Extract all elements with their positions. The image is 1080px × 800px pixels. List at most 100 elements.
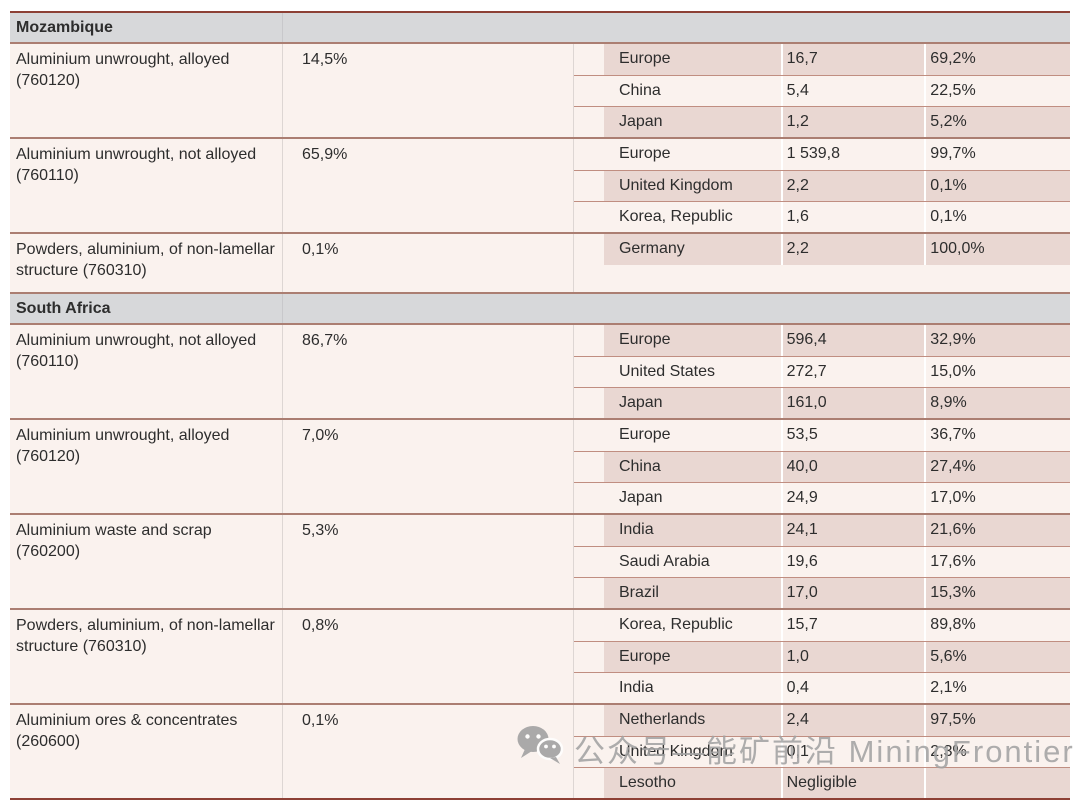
commodity-group: Powders, aluminium, of non-lamellar stru… xyxy=(10,610,1070,705)
commodity-name: Aluminium unwrought, alloyed (760120) xyxy=(10,44,283,137)
commodity-share: 5,3% xyxy=(283,515,573,608)
destination-value: 1,6 xyxy=(782,202,925,232)
destination-percent: 69,2% xyxy=(926,44,1070,75)
destination-subtable: Europe 1 539,8 99,7% United Kingdom 2,2 … xyxy=(573,139,1070,232)
destination-percent: 21,6% xyxy=(926,515,1070,546)
destination-row: Europe 16,7 69,2% xyxy=(574,44,1070,75)
destination-country: Germany xyxy=(603,234,781,265)
commodity-share: 86,7% xyxy=(283,325,573,418)
destination-row: Japan 24,9 17,0% xyxy=(574,482,1070,513)
commodity-name: Aluminium waste and scrap (760200) xyxy=(10,515,283,608)
destination-subtable: Korea, Republic 15,7 89,8% Europe 1,0 5,… xyxy=(573,610,1070,703)
destination-country: United States xyxy=(603,357,781,387)
destination-subtable: India 24,1 21,6% Saudi Arabia 19,6 17,6%… xyxy=(573,515,1070,608)
commodity-group: Aluminium unwrought, alloyed (760120) 7,… xyxy=(10,420,1070,515)
commodity-name: Powders, aluminium, of non-lamellar stru… xyxy=(10,234,283,292)
destination-percent: 2,3% xyxy=(926,737,1070,767)
destination-percent: 17,6% xyxy=(926,547,1070,577)
commodity-group: Aluminium ores & concentrates (260600) 0… xyxy=(10,705,1070,798)
destination-value: 0,1 xyxy=(782,737,925,767)
destination-subtable: Europe 596,4 32,9% United States 272,7 1… xyxy=(573,325,1070,418)
destination-country: Japan xyxy=(603,388,781,418)
commodity-group: Aluminium unwrought, not alloyed (760110… xyxy=(10,325,1070,420)
commodity-group: Powders, aluminium, of non-lamellar stru… xyxy=(10,234,1070,292)
destination-country: Korea, Republic xyxy=(603,202,781,232)
destination-percent: 99,7% xyxy=(926,139,1070,170)
destination-percent: 22,5% xyxy=(926,76,1070,106)
destination-percent xyxy=(926,768,1070,798)
destination-country: Brazil xyxy=(603,578,781,608)
destination-value: 17,0 xyxy=(782,578,925,608)
destination-percent: 17,0% xyxy=(926,483,1070,513)
destination-row: Japan 161,0 8,9% xyxy=(574,387,1070,418)
destination-country: Lesotho xyxy=(603,768,781,798)
destination-country: India xyxy=(603,515,781,546)
commodity-share: 14,5% xyxy=(283,44,573,137)
destination-value: 2,2 xyxy=(782,171,925,201)
destination-value: 15,7 xyxy=(782,610,925,641)
commodity-name: Aluminium unwrought, not alloyed (760110… xyxy=(10,139,283,232)
commodity-share: 7,0% xyxy=(283,420,573,513)
destination-value: 1,0 xyxy=(782,642,925,672)
destination-value: 40,0 xyxy=(782,452,925,482)
destination-percent: 5,6% xyxy=(926,642,1070,672)
destination-country: Japan xyxy=(603,107,781,137)
destination-country: Netherlands xyxy=(603,705,781,736)
commodity-group: Aluminium unwrought, not alloyed (760110… xyxy=(10,139,1070,234)
destination-value: 16,7 xyxy=(782,44,925,75)
destination-country: Europe xyxy=(603,642,781,672)
destination-country: Europe xyxy=(603,44,781,75)
destination-value: 24,9 xyxy=(782,483,925,513)
commodity-share: 0,1% xyxy=(283,234,573,292)
destination-row: Korea, Republic 1,6 0,1% xyxy=(574,201,1070,232)
destination-percent: 27,4% xyxy=(926,452,1070,482)
destination-subtable: Europe 16,7 69,2% China 5,4 22,5% Japan … xyxy=(573,44,1070,137)
destination-value: 272,7 xyxy=(782,357,925,387)
export-destinations-table: Mozambique Aluminium unwrought, alloyed … xyxy=(10,11,1070,800)
destination-country: United Kingdom xyxy=(603,171,781,201)
destination-row: Europe 596,4 32,9% xyxy=(574,325,1070,356)
commodity-group: Aluminium waste and scrap (760200) 5,3% … xyxy=(10,515,1070,610)
destination-percent: 0,1% xyxy=(926,171,1070,201)
section-header-south-africa: South Africa xyxy=(10,292,1070,325)
destination-subtable: Netherlands 2,4 97,5% United Kingdom 0,1… xyxy=(573,705,1070,798)
destination-row: United States 272,7 15,0% xyxy=(574,356,1070,387)
destination-value: 24,1 xyxy=(782,515,925,546)
commodity-share: 0,1% xyxy=(283,705,573,798)
commodity-share: 0,8% xyxy=(283,610,573,703)
destination-percent: 100,0% xyxy=(926,234,1070,265)
destination-percent: 32,9% xyxy=(926,325,1070,356)
destination-row: Netherlands 2,4 97,5% xyxy=(574,705,1070,736)
destination-row: Brazil 17,0 15,3% xyxy=(574,577,1070,608)
commodity-share: 65,9% xyxy=(283,139,573,232)
commodity-group: Aluminium unwrought, alloyed (760120) 14… xyxy=(10,44,1070,139)
destination-row: Japan 1,2 5,2% xyxy=(574,106,1070,137)
destination-row: Lesotho Negligible xyxy=(574,767,1070,798)
section-title: South Africa xyxy=(10,294,283,323)
destination-value: 161,0 xyxy=(782,388,925,418)
destination-row: United Kingdom 0,1 2,3% xyxy=(574,736,1070,767)
destination-percent: 8,9% xyxy=(926,388,1070,418)
destination-value: 1 539,8 xyxy=(782,139,925,170)
destination-row: Germany 2,2 100,0% xyxy=(574,234,1070,265)
section-title: Mozambique xyxy=(10,13,283,42)
destination-row: United Kingdom 2,2 0,1% xyxy=(574,170,1070,201)
destination-value: 19,6 xyxy=(782,547,925,577)
destination-country: China xyxy=(603,452,781,482)
commodity-name: Aluminium unwrought, alloyed (760120) xyxy=(10,420,283,513)
destination-value: 53,5 xyxy=(782,420,925,451)
destination-country: China xyxy=(603,76,781,106)
destination-row: Saudi Arabia 19,6 17,6% xyxy=(574,546,1070,577)
destination-percent: 15,3% xyxy=(926,578,1070,608)
destination-percent: 0,1% xyxy=(926,202,1070,232)
destination-percent: 5,2% xyxy=(926,107,1070,137)
destination-value: 596,4 xyxy=(782,325,925,356)
destination-row: India 24,1 21,6% xyxy=(574,515,1070,546)
destination-country: Korea, Republic xyxy=(603,610,781,641)
section-header-mozambique: Mozambique xyxy=(10,13,1070,44)
destination-country: Europe xyxy=(603,139,781,170)
destination-row: China 40,0 27,4% xyxy=(574,451,1070,482)
destination-value: 2,4 xyxy=(782,705,925,736)
destination-value: 5,4 xyxy=(782,76,925,106)
commodity-name: Aluminium unwrought, not alloyed (760110… xyxy=(10,325,283,418)
